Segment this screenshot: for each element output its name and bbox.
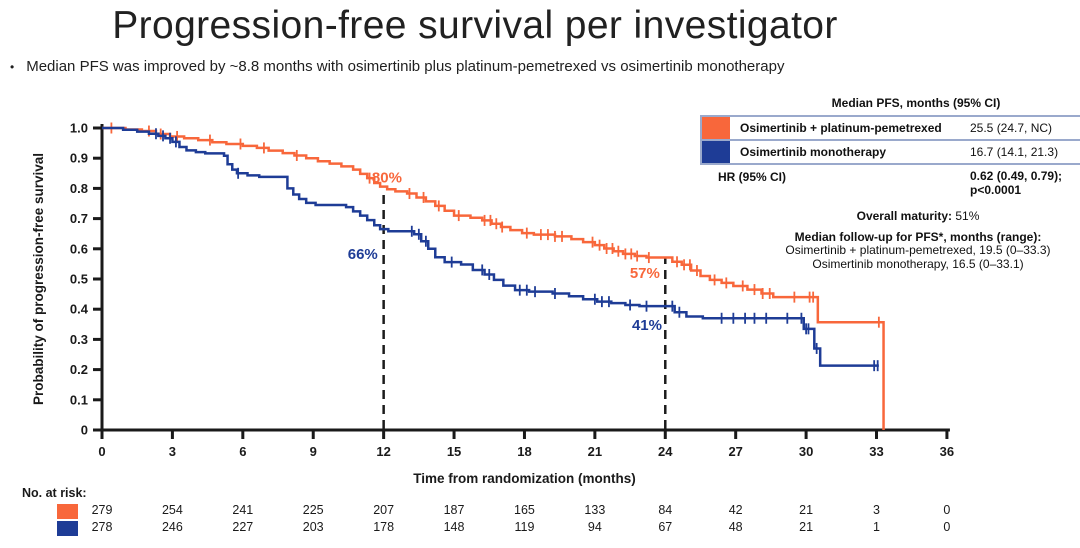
- legend-swatch-osimertinib-platinum-pemetrexed: [702, 117, 730, 139]
- overall-maturity-label: Overall maturity:: [856, 209, 952, 223]
- x-tick-label: 9: [310, 444, 317, 459]
- y-tick-label: 0.1: [70, 392, 88, 407]
- x-tick-label: 15: [447, 444, 461, 459]
- risk-count: 0: [943, 520, 951, 534]
- risk-count: 94: [587, 520, 602, 534]
- x-tick-label: 18: [517, 444, 531, 459]
- x-tick-label: 27: [728, 444, 742, 459]
- risk-count: 21: [799, 520, 814, 534]
- hr-label: HR (95% CI): [718, 170, 787, 184]
- risk-count: 133: [584, 503, 606, 517]
- table-row-osimertinib-monotherapy: Osimertinib monotherapy 16.7 (14.1, 21.3…: [702, 141, 1080, 165]
- hazard-ratio-row: HR (95% CI) 0.62 (0.49, 0.79); p<0.0001: [700, 169, 1080, 197]
- risk-count: 225: [302, 503, 324, 517]
- risk-count: 254: [161, 503, 183, 517]
- x-tick-label: 12: [376, 444, 390, 459]
- key-finding-bullet: • Median PFS was improved by ~8.8 months…: [10, 58, 784, 75]
- table-row-osimertinib-platinum-pemetrexed: Osimertinib + platinum-pemetrexed 25.5 (…: [702, 117, 1080, 141]
- landmark-pct-label: 57%: [630, 265, 660, 282]
- x-tick-label: 36: [940, 444, 954, 459]
- y-tick-label: 0.8: [70, 181, 88, 196]
- y-tick-label: 1.0: [70, 121, 88, 136]
- followup-header: Median follow-up for PFS*, months (range…: [794, 229, 1042, 244]
- risk-count: 165: [514, 503, 535, 517]
- risk-count: 227: [232, 520, 254, 534]
- arm-label: Osimertinib monotherapy: [740, 145, 887, 159]
- risk-count: 0: [943, 503, 951, 517]
- followup-line-plus-pemetrexed: Osimertinib + platinum-pemetrexed, 19.5 …: [785, 243, 1051, 258]
- risk-count: 187: [443, 503, 465, 517]
- x-tick-label: 3: [169, 444, 176, 459]
- arm-label: Osimertinib + platinum-pemetrexed: [740, 121, 942, 135]
- bullet-icon: •: [10, 60, 15, 74]
- landmark-pct-label: 41%: [632, 317, 662, 334]
- hr-value-line2: p<0.0001: [970, 182, 1022, 197]
- risk-count: 148: [443, 520, 465, 534]
- risk-count: 279: [91, 503, 113, 517]
- stats-panel: Median PFS, months (95% CI) Osimertinib …: [700, 96, 1080, 197]
- median-pfs-value: 25.5 (24.7, NC): [970, 121, 1053, 135]
- y-tick-label: 0.5: [70, 272, 88, 287]
- risk-count: 278: [91, 520, 113, 534]
- y-tick-label: 0.6: [70, 241, 88, 256]
- y-tick-label: 0.2: [70, 362, 88, 377]
- hr-value: 0.62 (0.49, 0.79); p<0.0001: [970, 169, 1080, 197]
- risk-swatch-osimertinib-monotherapy: [57, 521, 78, 536]
- risk-count: 42: [728, 503, 743, 517]
- risk-count: 207: [373, 503, 395, 517]
- legend-swatch-osimertinib-monotherapy: [702, 141, 730, 163]
- median-pfs-value: 16.7 (14.1, 21.3): [970, 145, 1059, 159]
- x-tick-label: 33: [869, 444, 883, 459]
- risk-swatch-osimertinib-platinum-pemetrexed: [57, 504, 78, 519]
- x-axis-title: Time from randomization (months): [413, 471, 636, 486]
- key-finding-text: Median PFS was improved by ~8.8 months w…: [26, 58, 785, 75]
- y-axis-title: Probability of progression-free survival: [31, 153, 46, 405]
- risk-count: 3: [873, 503, 880, 517]
- risk-count: 21: [799, 503, 814, 517]
- risk-count: 241: [232, 503, 254, 517]
- y-tick-label: 0.4: [70, 302, 89, 317]
- x-tick-label: 24: [658, 444, 673, 459]
- risk-count: 84: [658, 503, 673, 517]
- median-pfs-table: Osimertinib + platinum-pemetrexed 25.5 (…: [700, 115, 1080, 165]
- followup-line-monotherapy: Osimertinib monotherapy, 16.5 (0–33.1): [812, 256, 1024, 271]
- risk-count: 178: [373, 520, 395, 534]
- risk-count: 246: [161, 520, 183, 534]
- landmark-pct-label: 80%: [372, 169, 402, 186]
- y-tick-label: 0.7: [70, 211, 88, 226]
- y-tick-label: 0.3: [70, 332, 88, 347]
- risk-count: 67: [658, 520, 673, 534]
- x-tick-label: 0: [98, 444, 105, 459]
- risk-table-label: No. at risk:: [22, 486, 87, 500]
- x-tick-label: 30: [799, 444, 813, 459]
- risk-count: 1: [873, 520, 880, 534]
- km-curve: [102, 126, 879, 367]
- risk-count: 48: [728, 520, 743, 534]
- x-tick-label: 21: [588, 444, 602, 459]
- page-title: Progression-free survival per investigat…: [112, 4, 838, 47]
- notes-block: Overall maturity: 51% Median follow-up f…: [756, 209, 1080, 271]
- x-tick-label: 6: [239, 444, 246, 459]
- risk-count: 203: [302, 520, 324, 534]
- overall-maturity: Overall maturity: 51%: [756, 209, 1080, 224]
- landmark-pct-label: 66%: [348, 246, 378, 263]
- risk-count: 119: [514, 520, 535, 534]
- y-tick-label: 0.9: [70, 151, 88, 166]
- stats-table-header: Median PFS, months (95% CI): [831, 96, 1001, 110]
- km-curve: [102, 126, 885, 430]
- hr-value-line1: 0.62 (0.49, 0.79);: [970, 169, 1063, 183]
- overall-maturity-value: 51%: [955, 209, 980, 223]
- y-tick-label: 0: [81, 423, 88, 438]
